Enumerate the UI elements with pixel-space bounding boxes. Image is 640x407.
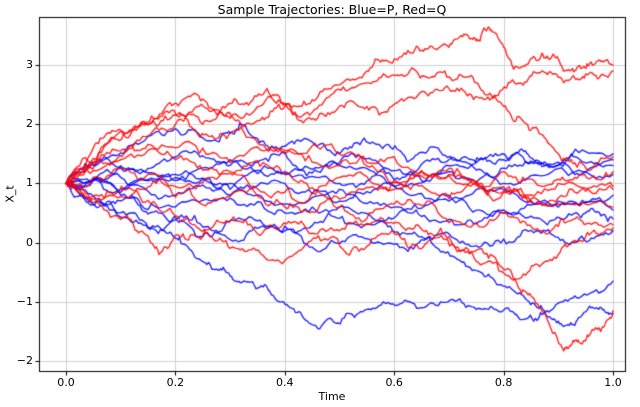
x-tick-label: 1.0 (604, 376, 622, 389)
x-axis-label: Time (318, 390, 346, 403)
x-tick-label: 0.2 (166, 376, 185, 389)
chart-title: Sample Trajectories: Blue=P, Red=Q (217, 2, 447, 17)
x-tick-label: 0.8 (494, 376, 513, 389)
y-tick-label: −1 (16, 294, 33, 308)
y-tick-label: 2 (26, 117, 33, 131)
y-tick-label: −2 (16, 354, 33, 367)
x-tick-label: 0.0 (57, 376, 75, 389)
y-tick-label: 3 (26, 58, 33, 71)
x-tick-label: 0.4 (276, 376, 294, 389)
x-tick-label: 0.6 (385, 376, 403, 389)
y-tick-label: 1 (26, 176, 33, 190)
y-tick-label: 0 (26, 235, 33, 249)
